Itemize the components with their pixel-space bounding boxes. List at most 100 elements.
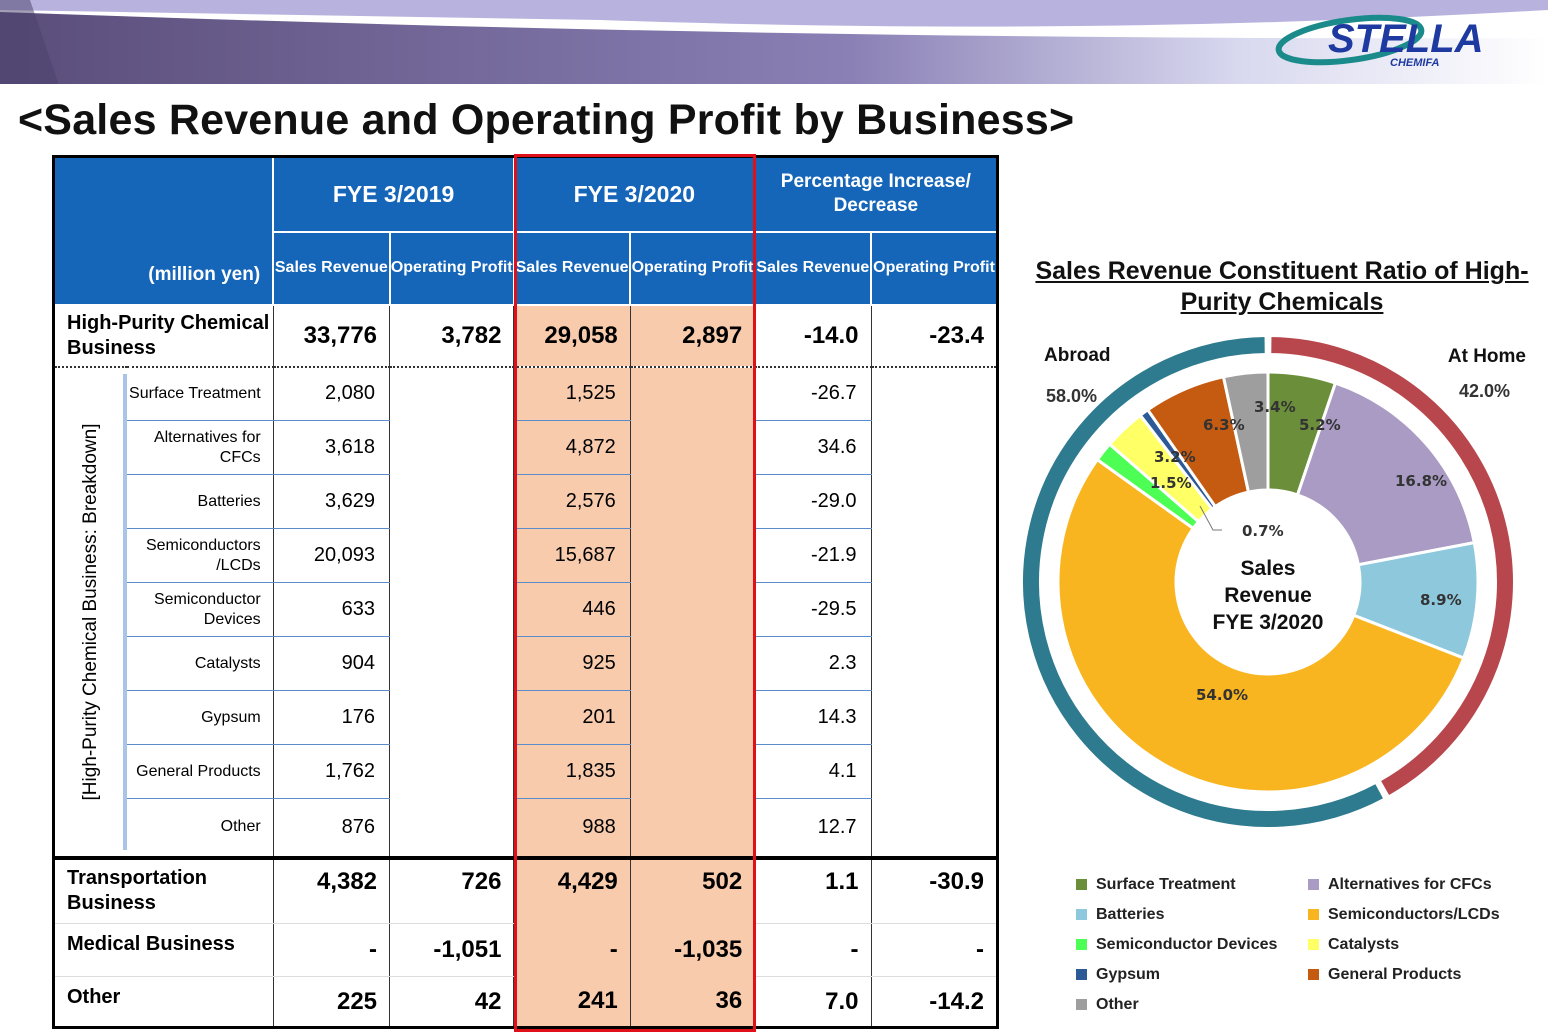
breakdown-pct: -21.9 xyxy=(754,528,872,583)
donut-center xyxy=(1176,490,1360,674)
table-row: Semiconductors /LCDs 20,093 15,687 -21.9 xyxy=(54,528,998,583)
breakdown-label: General Products xyxy=(126,744,274,799)
breakdown-profit-2020-empty xyxy=(630,366,756,421)
table-row-medical: Medical Business - -1,051 - -1,035 - - xyxy=(53,923,998,977)
breakdown-profit-2019-empty xyxy=(389,366,515,421)
breakdown-sales-2019: 904 xyxy=(273,636,391,691)
medical-sales-pct: - xyxy=(754,923,872,977)
ring-label-abroad: Abroad xyxy=(1044,345,1111,366)
breakdown-side-label: [High-Purity Chemical Business: Breakdow… xyxy=(79,423,101,800)
gypsum-leader-line xyxy=(1199,505,1222,531)
hp-profit-2020: 2,897 xyxy=(630,304,756,368)
hp-sales-2019: 33,776 xyxy=(273,304,391,368)
medical-profit-2020: -1,035 xyxy=(630,923,756,977)
breakdown-profit-2019-empty xyxy=(389,690,515,745)
legend-swatch xyxy=(1076,879,1087,890)
breakdown-side-bar xyxy=(122,373,127,850)
period-fye2019: FYE 3/2019 xyxy=(272,155,515,233)
sales-ratio-donut-chart: Abroad 58.0% At Home 42.0% 5.2% 16.8% 8.9%… xyxy=(1021,335,1526,829)
subhdr-sales-2020: Sales Revenue xyxy=(512,230,632,306)
breakdown-sales-2020: 15,687 xyxy=(513,528,631,583)
subhdr-profit-2019: Operating Profit xyxy=(388,230,515,306)
other-sales-2020: 241 xyxy=(513,976,631,1028)
slice-data-label: 3.4% xyxy=(1254,398,1296,416)
breakdown-label: Catalysts xyxy=(126,636,274,691)
slice-data-label: 0.7% xyxy=(1242,522,1284,540)
breakdown-label: Batteries xyxy=(126,474,274,529)
breakdown-sales-2020: 925 xyxy=(513,636,631,691)
breakdown-label: Semiconductors /LCDs xyxy=(126,528,274,583)
transport-profit-pct: -30.9 xyxy=(871,857,998,924)
breakdown-profit-2019-empty xyxy=(389,636,515,691)
breakdown-profit-2020-empty xyxy=(630,690,756,745)
row-label: Other xyxy=(53,976,274,1028)
legend-label: Other xyxy=(1096,996,1139,1013)
table-row: General Products 1,762 1,835 4.1 xyxy=(54,744,998,799)
outer-ring-at-home xyxy=(1269,335,1515,798)
legend-label: Alternatives for CFCs xyxy=(1328,876,1492,893)
other-sales-pct: 7.0 xyxy=(754,976,872,1028)
logo-sub-text: CHEMIFA xyxy=(1390,57,1440,69)
breakdown-profit-2019-empty xyxy=(389,582,515,637)
transport-profit-2020: 502 xyxy=(630,857,756,924)
breakdown-sales-2019: 3,618 xyxy=(273,420,391,475)
ring-label-home: At Home xyxy=(1448,346,1526,367)
legend-label: Batteries xyxy=(1096,906,1165,923)
logo-brand-text: STELLA xyxy=(1328,17,1484,61)
breakdown-profit-2020-empty xyxy=(630,636,756,691)
breakdown-profit-2020-empty xyxy=(630,744,756,799)
breakdown-sales-2019: 876 xyxy=(273,798,391,858)
period-pct-change: Percentage Increase/ Decrease xyxy=(753,155,999,233)
chart-title: Sales Revenue Constituent Ratio of High-… xyxy=(1035,257,1529,316)
period-header-row: (million yen) FYE 3/2019 FYE 3/2020 Perc… xyxy=(53,155,999,306)
table-row-high-purity: High-Purity Chemical Business 33,776 3,7… xyxy=(53,304,998,368)
transport-profit-2019: 726 xyxy=(389,857,515,924)
legend-swatch xyxy=(1308,879,1319,890)
breakdown-label: Semiconductor Devices xyxy=(126,582,274,637)
medical-profit-2019: -1,051 xyxy=(389,923,515,977)
breakdown-label: Alternatives for CFCs xyxy=(126,420,274,475)
hp-profit-2019: 3,782 xyxy=(389,304,515,368)
breakdown-sales-2019: 176 xyxy=(273,690,391,745)
center-label-line-3: FYE 3/2020 xyxy=(1213,611,1324,634)
row-label: Transportation Business xyxy=(53,857,274,924)
breakdown-profit-2020-empty xyxy=(630,528,756,583)
outer-ring-abroad xyxy=(1021,335,1386,829)
other-profit-pct: -14.2 xyxy=(929,987,984,1015)
ring-value-home: 42.0% xyxy=(1459,381,1510,401)
transport-sales-pct: 1.1 xyxy=(754,857,872,924)
legend-label: Surface Treatment xyxy=(1096,876,1236,893)
breakdown-profit-pct-empty xyxy=(871,583,997,637)
slice-data-label: 8.9% xyxy=(1420,591,1462,609)
legend-label: Catalysts xyxy=(1328,936,1400,953)
transport-sales-2019: 4,382 xyxy=(273,857,391,924)
legend-item: Surface Treatment xyxy=(1076,876,1236,894)
breakdown-profit-pct-empty xyxy=(871,799,997,858)
breakdown-profit-pct-empty xyxy=(871,529,997,583)
breakdown-profit-2019-empty xyxy=(389,528,515,583)
legend-item: Semiconductor Devices xyxy=(1076,936,1277,954)
table-row: Gypsum 176 201 14.3 xyxy=(54,690,998,745)
legend-label: General Products xyxy=(1328,966,1462,983)
breakdown-profit-pct-empty xyxy=(871,367,997,421)
breakdown-sales-2020: 201 xyxy=(513,690,631,745)
breakdown-profit-2019-empty xyxy=(389,744,515,799)
legend-item: Alternatives for CFCs xyxy=(1308,876,1492,894)
breakdown-sales-2019: 1,762 xyxy=(273,744,391,799)
legend-item: Gypsum xyxy=(1076,966,1160,984)
breakdown-profit-pct-empty xyxy=(871,475,997,529)
subhdr-profit-2020: Operating Profit xyxy=(629,230,756,306)
slice-data-label: 5.2% xyxy=(1299,416,1341,434)
breakdown-label: Surface Treatment xyxy=(126,366,274,421)
breakdown-sales-2019: 20,093 xyxy=(273,528,391,583)
banner-graphic xyxy=(0,0,1548,88)
legend-item: Batteries xyxy=(1076,906,1164,924)
breakdown-sales-2020: 2,576 xyxy=(513,474,631,529)
legend-label: Semiconductors/LCDs xyxy=(1328,906,1500,923)
breakdown-pct: -29.0 xyxy=(754,474,872,529)
breakdown-sales-2019: 2,080 xyxy=(273,366,391,421)
legend-item: General Products xyxy=(1308,966,1461,984)
breakdown-sales-2020: 1,525 xyxy=(513,366,631,421)
breakdown-sales-2020: 1,835 xyxy=(513,744,631,799)
table-row: Catalysts 904 925 2.3 xyxy=(54,636,998,691)
